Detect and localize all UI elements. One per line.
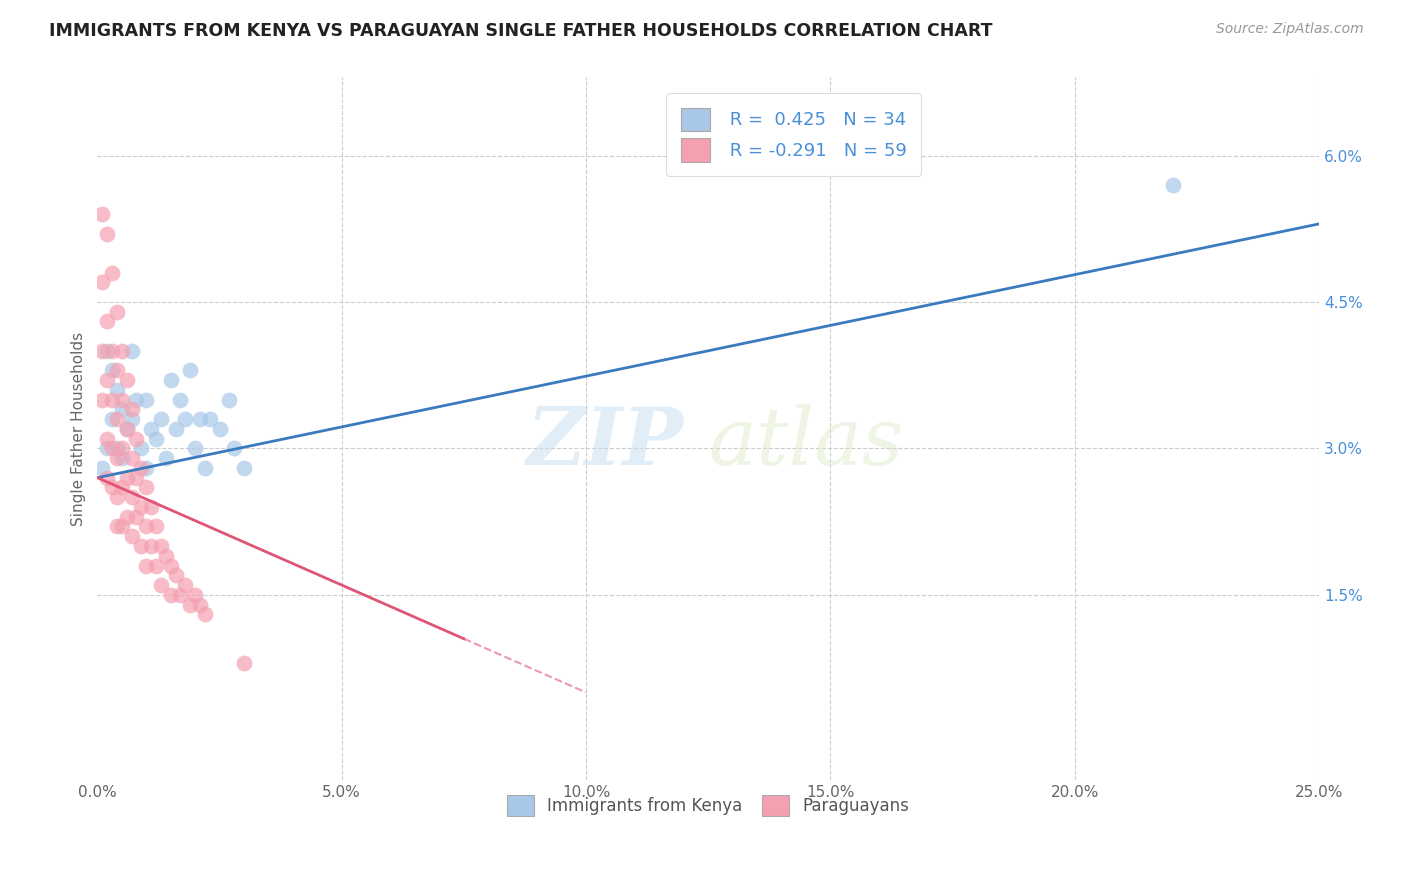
Point [125,509,148,524]
Point [149,578,172,592]
Text: Source: ZipAtlas.com: Source: ZipAtlas.com [1216,22,1364,37]
Point [135,519,157,533]
Point [121,490,143,504]
Point [96,471,118,485]
Point [105,383,128,397]
Point [91,276,114,290]
Point [149,539,172,553]
Point [169,588,191,602]
Point [121,529,143,543]
Point [91,392,114,407]
Point [165,568,187,582]
Point [179,363,201,377]
Point [145,558,167,573]
Point [96,442,118,456]
Point [131,442,153,456]
Point [121,451,143,466]
Point [174,578,197,592]
Point [149,412,172,426]
Point [145,432,167,446]
Point [159,558,181,573]
Point [111,480,134,494]
Point [233,656,256,670]
Point [233,461,256,475]
Point [111,392,134,407]
Point [135,392,157,407]
Point [155,451,177,466]
Point [139,539,162,553]
Point [184,442,207,456]
Point [1161,178,1184,192]
Point [115,422,138,436]
Point [139,500,162,514]
Text: IMMIGRANTS FROM KENYA VS PARAGUAYAN SINGLE FATHER HOUSEHOLDS CORRELATION CHART: IMMIGRANTS FROM KENYA VS PARAGUAYAN SING… [49,22,993,40]
Point [188,412,211,426]
Point [131,539,153,553]
Point [188,598,211,612]
Point [91,343,114,358]
Point [135,480,157,494]
Point [111,402,134,417]
Point [101,363,124,377]
Point [135,558,157,573]
Point [111,343,134,358]
Point [131,461,153,475]
Point [121,412,143,426]
Point [105,519,128,533]
Point [105,442,128,456]
Text: atlas: atlas [709,404,904,482]
Point [101,343,124,358]
Point [105,363,128,377]
Point [145,519,167,533]
Point [115,471,138,485]
Point [125,392,148,407]
Point [121,402,143,417]
Point [194,461,217,475]
Point [96,432,118,446]
Point [101,392,124,407]
Point [101,480,124,494]
Point [121,343,143,358]
Point [169,392,191,407]
Y-axis label: Single Father Households: Single Father Households [72,332,86,526]
Point [155,549,177,563]
Point [125,432,148,446]
Point [125,471,148,485]
Point [131,500,153,514]
Point [224,442,246,456]
Point [96,343,118,358]
Point [101,266,124,280]
Point [96,373,118,387]
Point [194,607,217,622]
Point [139,422,162,436]
Point [165,422,187,436]
Point [159,373,181,387]
Point [91,461,114,475]
Point [111,519,134,533]
Text: ZIP: ZIP [527,404,683,482]
Point [218,392,240,407]
Legend: Immigrants from Kenya, Paraguayans: Immigrants from Kenya, Paraguayans [499,787,918,825]
Point [135,461,157,475]
Point [184,588,207,602]
Point [159,588,181,602]
Point [198,412,221,426]
Point [105,451,128,466]
Point [96,314,118,328]
Point [179,598,201,612]
Point [96,227,118,241]
Point [115,422,138,436]
Point [101,442,124,456]
Point [208,422,231,436]
Point [111,451,134,466]
Point [115,373,138,387]
Point [174,412,197,426]
Point [115,509,138,524]
Point [111,442,134,456]
Point [105,490,128,504]
Point [101,412,124,426]
Point [105,412,128,426]
Point [91,207,114,221]
Point [105,304,128,318]
